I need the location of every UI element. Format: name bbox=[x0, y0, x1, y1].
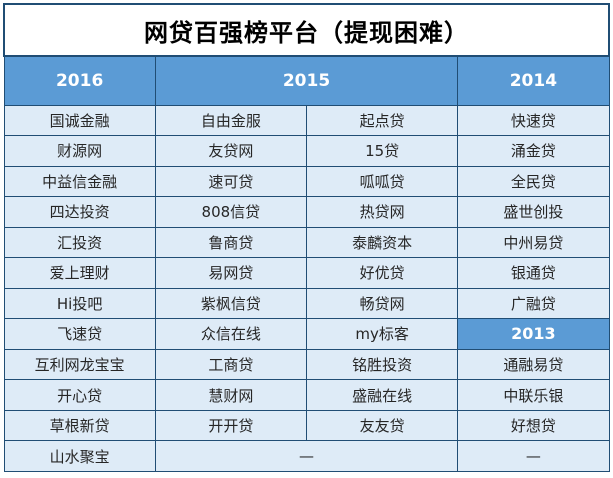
table-cell: 盛世创投 bbox=[457, 196, 610, 228]
table-cell: 畅贷网 bbox=[305, 287, 459, 320]
table-cell: 慧财网 bbox=[154, 379, 308, 411]
table-cell: 快速贷 bbox=[457, 104, 610, 137]
table-row: 汇投资 鲁商贷 泰麟资本 中州易贷 bbox=[3, 226, 610, 259]
table-title-row: 网贷百强榜平台（提现困难） bbox=[3, 3, 610, 57]
table-cell: 开开贷 bbox=[154, 409, 308, 442]
header-cell-2016: 2016 bbox=[3, 55, 156, 106]
table-cell: 广融贷 bbox=[457, 287, 610, 320]
table-cell: 热贷网 bbox=[305, 196, 459, 228]
table-cell: 泰麟资本 bbox=[305, 226, 459, 259]
table-cell: 飞速贷 bbox=[3, 318, 156, 350]
table-cell: 涌金贷 bbox=[457, 135, 610, 167]
table-cell: 铭胜投资 bbox=[305, 348, 459, 381]
table-cell: 国诚金融 bbox=[3, 104, 156, 137]
table-cell: 开心贷 bbox=[3, 379, 156, 411]
table-cell: 盛融在线 bbox=[305, 379, 459, 411]
table-cell: 好优贷 bbox=[305, 257, 459, 289]
table-cell: 速可贷 bbox=[154, 165, 308, 198]
table-cell: 爱上理财 bbox=[3, 257, 156, 289]
table-cell: 互利网龙宝宝 bbox=[3, 348, 156, 381]
table-cell: 808信贷 bbox=[154, 196, 308, 228]
table-cell: 草根新贷 bbox=[3, 409, 156, 442]
table-cell: 通融易贷 bbox=[457, 348, 610, 381]
table-cell: 好想贷 bbox=[457, 409, 610, 442]
table-cell: 中益信金融 bbox=[3, 165, 156, 198]
table-cell: 15贷 bbox=[305, 135, 459, 167]
table-cell: 众信在线 bbox=[154, 318, 308, 350]
year-header-cell: 2013 bbox=[457, 318, 610, 350]
table-row: 草根新贷 开开贷 友友贷 好想贷 bbox=[3, 409, 610, 442]
table-cell: 四达投资 bbox=[3, 196, 156, 228]
table-row: Hi投吧 紫枫信贷 畅贷网 广融贷 bbox=[3, 287, 610, 320]
table-cell: my标客 bbox=[305, 318, 459, 350]
table-cell: 汇投资 bbox=[3, 226, 156, 259]
header-cell-2015: 2015 bbox=[154, 55, 459, 106]
table-cell: 鲁商贷 bbox=[154, 226, 308, 259]
table-row: 爱上理财 易网贷 好优贷 银通贷 bbox=[3, 257, 610, 289]
table-row: 飞速贷 众信在线 my标客 2013 bbox=[3, 318, 610, 350]
table-row: 中益信金融 速可贷 呱呱贷 全民贷 bbox=[3, 165, 610, 198]
table-cell: 山水聚宝 bbox=[3, 440, 156, 472]
table-title: 网贷百强榜平台（提现困难） bbox=[3, 3, 610, 57]
table-cell: 紫枫信贷 bbox=[154, 287, 308, 320]
table-cell: 财源网 bbox=[3, 135, 156, 167]
table-cell: 友贷网 bbox=[154, 135, 308, 167]
header-cell-2014: 2014 bbox=[457, 55, 610, 106]
table-cell: Hi投吧 bbox=[3, 287, 156, 320]
table-row: 四达投资 808信贷 热贷网 盛世创投 bbox=[3, 196, 610, 228]
table-cell: 银通贷 bbox=[457, 257, 610, 289]
table-row: 互利网龙宝宝 工商贷 铭胜投资 通融易贷 bbox=[3, 348, 610, 381]
table-cell: 中州易贷 bbox=[457, 226, 610, 259]
table-cell: — bbox=[457, 440, 610, 472]
table-cell: 自由金服 bbox=[154, 104, 308, 137]
table-row: 财源网 友贷网 15贷 涌金贷 bbox=[3, 135, 610, 167]
table-cell: 工商贷 bbox=[154, 348, 308, 381]
table-row: 山水聚宝 — — bbox=[3, 440, 610, 472]
table-cell: 全民贷 bbox=[457, 165, 610, 198]
table-cell: 友友贷 bbox=[305, 409, 459, 442]
table-row: 国诚金融 自由金服 起点贷 快速贷 bbox=[3, 104, 610, 137]
table-cell: 易网贷 bbox=[154, 257, 308, 289]
table-cell: 呱呱贷 bbox=[305, 165, 459, 198]
table-body: 国诚金融 自由金服 起点贷 快速贷 财源网 友贷网 15贷 涌金贷 中益信金融 速可贷 呱呱贷 全民贷… bbox=[3, 104, 610, 472]
table-cell: 起点贷 bbox=[305, 104, 459, 137]
table-cell: — bbox=[154, 440, 459, 472]
platform-table: 网贷百强榜平台（提现困难） 2016 2015 2014 国诚金融 自由金服 起点贷… bbox=[3, 3, 610, 472]
table-header-row: 2016 2015 2014 bbox=[3, 55, 610, 106]
table-cell: 中联乐银 bbox=[457, 379, 610, 411]
table-row: 开心贷 慧财网 盛融在线 中联乐银 bbox=[3, 379, 610, 411]
